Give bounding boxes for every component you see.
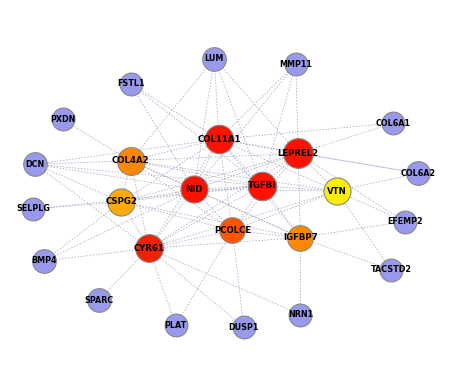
Point [127,81,134,87]
Text: CSPG2: CSPG2 [106,197,137,206]
Point [118,199,125,205]
Text: LUM: LUM [205,54,224,63]
Text: COL4A2: COL4A2 [112,156,149,165]
Text: TGFBI: TGFBI [248,181,276,190]
Point [294,150,302,156]
Text: BMP4: BMP4 [32,256,57,265]
Text: NID: NID [185,185,203,194]
Text: PCOLCE: PCOLCE [214,226,251,235]
Point [127,158,134,164]
Text: VTN: VTN [327,187,346,196]
Point [41,258,48,264]
Point [29,206,37,212]
Point [414,170,422,176]
Point [333,188,340,194]
Text: IGFBP7: IGFBP7 [283,233,318,242]
Point [401,219,409,225]
Point [190,186,198,192]
Point [172,322,180,328]
Point [210,56,218,62]
Text: COL6A1: COL6A1 [376,118,411,128]
Point [387,267,395,273]
Text: LEPREL2: LEPREL2 [278,149,319,158]
Point [95,297,102,303]
Point [228,228,236,234]
Text: PXDN: PXDN [50,115,75,124]
Point [215,136,223,142]
Point [390,120,397,126]
Point [32,161,39,167]
Point [258,183,266,189]
Text: COL11A1: COL11A1 [197,135,241,144]
Point [297,235,304,241]
Text: TACSTD2: TACSTD2 [371,266,411,274]
Text: DCN: DCN [26,160,45,169]
Text: EFEMP2: EFEMP2 [387,217,422,226]
Text: DUSP1: DUSP1 [228,322,259,332]
Point [297,312,304,318]
Text: CYR61: CYR61 [133,244,164,253]
Text: SELPLG: SELPLG [16,204,50,213]
Text: NRN1: NRN1 [288,310,313,319]
Text: PLAT: PLAT [164,321,187,330]
Point [292,61,300,67]
Text: COL6A2: COL6A2 [401,169,436,178]
Point [240,324,247,330]
Text: FSTL1: FSTL1 [117,79,144,88]
Text: SPARC: SPARC [84,296,113,305]
Point [145,245,153,251]
Text: MMP11: MMP11 [280,60,312,69]
Point [59,117,66,123]
